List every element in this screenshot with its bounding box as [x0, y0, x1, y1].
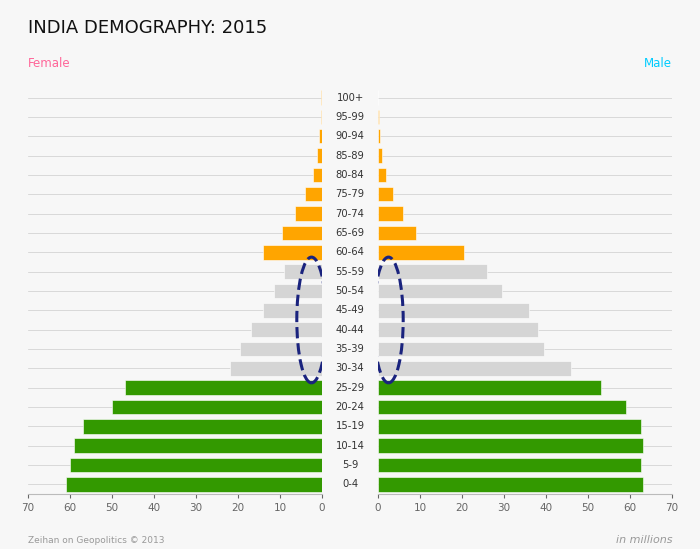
- Text: 35-39: 35-39: [335, 344, 365, 354]
- Bar: [378, 400, 626, 414]
- Bar: [66, 477, 322, 492]
- Bar: [274, 284, 322, 298]
- Text: Female: Female: [28, 57, 71, 70]
- Bar: [378, 129, 379, 143]
- Bar: [378, 303, 529, 317]
- Bar: [251, 322, 322, 337]
- Bar: [125, 380, 322, 395]
- Text: 75-79: 75-79: [335, 189, 365, 199]
- Text: 40-44: 40-44: [336, 324, 364, 335]
- Text: 0-4: 0-4: [342, 479, 358, 489]
- Text: 95-99: 95-99: [335, 112, 365, 122]
- Text: 70-74: 70-74: [335, 209, 365, 219]
- Bar: [321, 110, 322, 124]
- Bar: [305, 187, 322, 201]
- Text: 80-84: 80-84: [336, 170, 364, 180]
- Text: 30-34: 30-34: [336, 363, 364, 373]
- Bar: [378, 206, 403, 221]
- Bar: [378, 167, 386, 182]
- Bar: [378, 226, 416, 240]
- Bar: [319, 129, 322, 143]
- Text: INDIA DEMOGRAPHY: 2015: INDIA DEMOGRAPHY: 2015: [28, 19, 267, 37]
- Text: 60-64: 60-64: [335, 247, 365, 257]
- Bar: [295, 206, 322, 221]
- Bar: [378, 187, 393, 201]
- Bar: [378, 458, 640, 472]
- Text: 55-59: 55-59: [335, 267, 365, 277]
- Bar: [317, 148, 322, 163]
- Bar: [378, 322, 538, 337]
- Text: 65-69: 65-69: [335, 228, 365, 238]
- Bar: [378, 477, 643, 492]
- Bar: [284, 265, 322, 279]
- Text: Male: Male: [644, 57, 672, 70]
- Bar: [83, 419, 322, 434]
- Bar: [263, 245, 322, 260]
- Text: 5-9: 5-9: [342, 460, 358, 470]
- Bar: [378, 380, 601, 395]
- Bar: [240, 341, 322, 356]
- Text: 100+: 100+: [337, 93, 363, 103]
- Bar: [230, 361, 322, 376]
- Text: in millions: in millions: [615, 535, 672, 545]
- Bar: [282, 226, 322, 240]
- Text: 25-29: 25-29: [335, 383, 365, 393]
- Bar: [378, 419, 640, 434]
- Bar: [378, 341, 544, 356]
- Bar: [74, 439, 322, 453]
- Text: 90-94: 90-94: [335, 131, 365, 141]
- Bar: [378, 245, 464, 260]
- Bar: [378, 361, 571, 376]
- Bar: [112, 400, 322, 414]
- Bar: [378, 439, 643, 453]
- Text: 15-19: 15-19: [335, 422, 365, 432]
- Bar: [263, 303, 322, 317]
- Bar: [378, 284, 502, 298]
- Bar: [70, 458, 322, 472]
- Bar: [313, 167, 322, 182]
- Text: 45-49: 45-49: [335, 305, 365, 315]
- Text: 10-14: 10-14: [335, 441, 365, 451]
- Text: Zeihan on Geopolitics © 2013: Zeihan on Geopolitics © 2013: [28, 536, 164, 545]
- Text: 50-54: 50-54: [335, 286, 365, 296]
- Bar: [378, 148, 382, 163]
- Bar: [378, 265, 487, 279]
- Text: 20-24: 20-24: [335, 402, 365, 412]
- Text: 85-89: 85-89: [335, 150, 365, 160]
